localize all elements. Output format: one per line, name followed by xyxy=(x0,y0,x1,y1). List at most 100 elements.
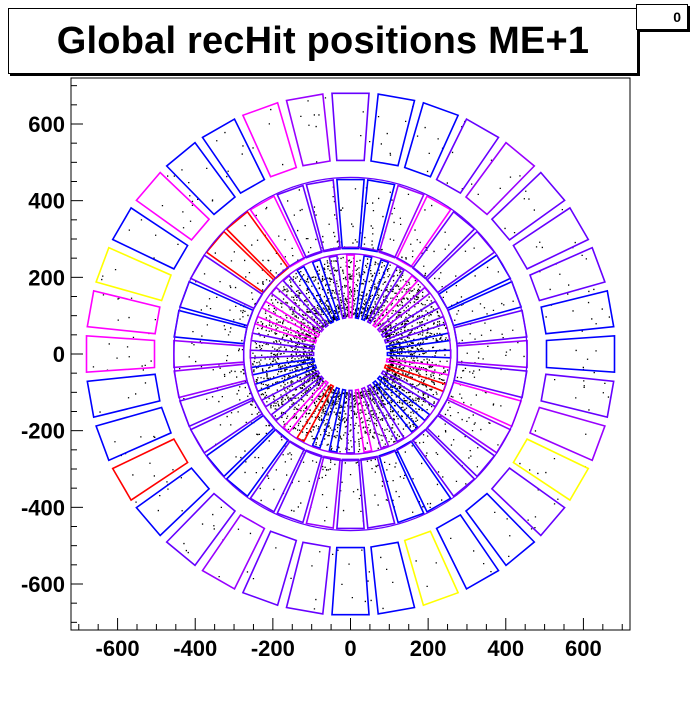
chamber-me1-3-31 xyxy=(435,513,500,591)
ring-me12-inner-rim xyxy=(242,246,459,462)
chamber-me1-2-23 xyxy=(205,414,276,478)
chamber-me1-2-12 xyxy=(276,184,323,259)
chamber-me1-3-24 xyxy=(165,492,237,567)
chamber-me1-2-14 xyxy=(225,210,290,280)
chamber-me1-2-17 xyxy=(178,280,255,327)
chamber-me1-3-15 xyxy=(135,171,211,241)
chamber-me1-1-12 xyxy=(311,258,341,322)
chamber-me1-1-29 xyxy=(354,388,373,454)
x-tick-label: -400 xyxy=(173,636,217,661)
chamber-me1-1-25 xyxy=(295,383,335,443)
chamber-me1-2-35 xyxy=(446,381,523,428)
stats-value: 0 xyxy=(673,9,681,25)
chamber-me1-2-15 xyxy=(205,230,276,294)
y-tick-label: 200 xyxy=(28,265,65,290)
chamber-me1-2-19 xyxy=(173,339,245,369)
axes-layer: -600 -400 -200 0 200 400 600 -600 -400 -200 0 200 40… xyxy=(21,77,631,661)
x-tick-label: 200 xyxy=(410,636,447,661)
chamber-me1-3-5 xyxy=(490,171,566,241)
x-tick-label: 0 xyxy=(344,636,356,661)
chamber-me1-1-24 xyxy=(282,379,330,434)
chamber-me1-1-11 xyxy=(328,254,347,320)
chamber-me1-2-29 xyxy=(360,455,396,530)
chamber-me1-3-35 xyxy=(528,406,606,462)
chamber-me1-3-14 xyxy=(165,141,237,216)
chamber-me1-3-1 xyxy=(545,334,616,374)
chamber-me1-3-36 xyxy=(540,373,615,419)
x-tick-label: 400 xyxy=(487,636,524,661)
y-tick-label: -400 xyxy=(21,495,65,520)
chamber-me1-3-22 xyxy=(111,438,189,502)
chamber-me1-3-17 xyxy=(95,246,173,302)
chamber-me1-1-28 xyxy=(345,389,356,454)
chamber-me1-3-27 xyxy=(285,541,331,615)
chamber-me1-3-23 xyxy=(135,467,211,537)
chamber-me1-2-1 xyxy=(456,339,528,369)
chamber-me1-2-28 xyxy=(336,458,365,530)
chamber-me1-2-31 xyxy=(395,440,452,513)
chamber-me1-1-9 xyxy=(354,254,373,320)
title-box: Global recHit positions ME+1 xyxy=(8,8,638,74)
chamber-me1-2-5 xyxy=(425,230,496,294)
chamber-me1-2-22 xyxy=(189,398,264,454)
chamber-me1-1-10 xyxy=(345,254,356,319)
chamber-me1-2-33 xyxy=(425,414,496,478)
chamber-me1-3-34 xyxy=(512,438,590,502)
chamber-me1-3-12 xyxy=(241,101,298,178)
chamber-me1-3-13 xyxy=(201,117,266,195)
chamber-me1-2-3 xyxy=(446,280,523,327)
chamber-me1-3-29 xyxy=(370,541,416,615)
chamber-me1-1-26 xyxy=(311,386,341,450)
y-tick-label: -200 xyxy=(21,419,65,444)
chamber-me1-2-24 xyxy=(225,428,290,498)
chamber-me1-3-26 xyxy=(241,530,298,607)
chamber-me1-1-8 xyxy=(360,258,390,322)
x-tick-label: 600 xyxy=(565,636,602,661)
chamber-me1-3-32 xyxy=(464,492,536,567)
rechit-points xyxy=(92,97,611,610)
chamber-me1-3-16 xyxy=(111,206,189,270)
chamber-me1-2-6 xyxy=(411,210,476,280)
chart-title: Global recHit positions ME+1 xyxy=(56,19,590,62)
ring-me12-outer-rim xyxy=(173,176,528,532)
chamber-me1-2-25 xyxy=(249,440,306,513)
chamber-me1-1-31 xyxy=(366,383,406,443)
chamber-me1-1-7 xyxy=(366,265,406,325)
chamber-me1-3-28 xyxy=(331,546,370,616)
chamber-me1-3-7 xyxy=(435,117,500,195)
chamber-me1-1-13 xyxy=(295,265,335,325)
y-tick-label: 400 xyxy=(28,189,65,214)
chamber-me1-3-4 xyxy=(512,206,590,270)
chamber-me1-3-11 xyxy=(285,93,331,167)
chamber-me1-2-10 xyxy=(336,178,365,250)
chamber-me1-3-18 xyxy=(86,289,161,335)
chamber-me1-2-16 xyxy=(189,254,264,310)
chamber-me1-2-13 xyxy=(249,195,306,268)
chamber-me1-3-33 xyxy=(490,467,566,537)
chamber-me1-3-3 xyxy=(528,246,606,302)
chamber-me1-2-11 xyxy=(305,178,341,253)
chamber-me1-3-8 xyxy=(403,101,460,178)
x-tick-label: -200 xyxy=(251,636,295,661)
chamber-me1-3-10 xyxy=(331,92,370,162)
chamber-me1-3-9 xyxy=(370,93,416,167)
ring-me11-outer-rim xyxy=(249,253,452,455)
chamber-me1-2-21 xyxy=(178,381,255,428)
y-tick-label: 0 xyxy=(53,342,65,367)
chamber-me1-2-9 xyxy=(360,178,396,253)
chamber-me1-1-27 xyxy=(328,388,347,454)
chamber-me1-2-30 xyxy=(378,449,425,524)
x-tick-label: -600 xyxy=(96,636,140,661)
hits-layer xyxy=(92,97,611,610)
chamber-me1-3-30 xyxy=(403,530,460,607)
stats-box: 0 xyxy=(636,4,688,30)
y-tick-label: 600 xyxy=(28,112,65,137)
chamber-me1-1-30 xyxy=(360,386,390,450)
y-tick-label: -600 xyxy=(21,572,65,597)
chamber-me1-3-20 xyxy=(86,373,161,419)
chamber-me1-2-26 xyxy=(276,449,323,524)
chamber-me1-3-2 xyxy=(540,289,615,335)
chamber-me1-3-6 xyxy=(464,141,536,216)
